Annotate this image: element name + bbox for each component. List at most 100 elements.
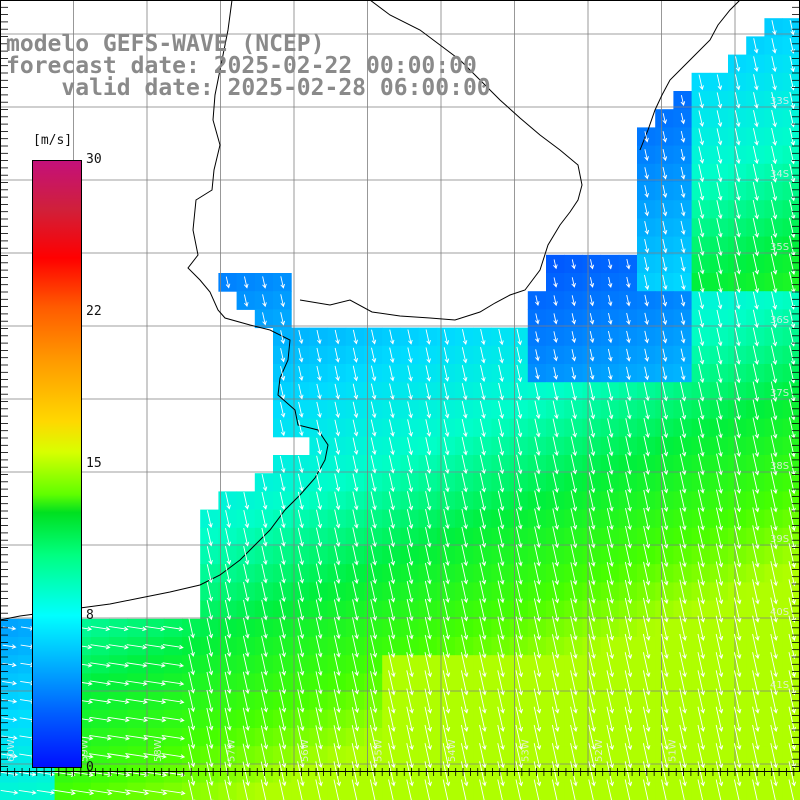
wind-arrow <box>479 761 487 787</box>
wind-arrow <box>570 526 578 549</box>
wind-arrow <box>534 400 541 420</box>
wind-arrow <box>515 706 523 732</box>
wind-arrow <box>625 400 632 420</box>
wind-arrow <box>788 743 796 769</box>
wind-arrow <box>697 507 705 531</box>
wind-arrow <box>89 735 112 741</box>
wind-arrow <box>352 347 359 363</box>
wind-arrow <box>406 743 414 769</box>
wind-arrow <box>479 400 486 419</box>
longitude-label: 55W <box>374 739 385 762</box>
wind-arrow <box>625 418 632 439</box>
wind-arrow <box>443 401 450 419</box>
wind-arrow <box>789 38 795 54</box>
wind-arrow <box>552 418 559 438</box>
wind-arrow <box>606 490 614 512</box>
wind-arrow <box>315 743 323 769</box>
wind-arrow <box>680 130 686 143</box>
wind-arrow <box>679 561 687 586</box>
wind-arrow <box>461 526 468 548</box>
wind-arrow <box>643 507 651 531</box>
wind-arrow <box>551 652 560 678</box>
wind-arrow <box>752 199 759 220</box>
wind-arrow <box>333 635 341 658</box>
wind-arrow <box>570 400 577 420</box>
wind-arrow <box>644 221 650 235</box>
wind-arrow <box>570 634 578 659</box>
wind-arrow <box>243 527 250 547</box>
wind-arrow <box>388 743 396 769</box>
wind-arrow <box>607 259 613 270</box>
wind-arrow <box>261 581 268 603</box>
wind-arrow <box>679 615 687 641</box>
wind-arrow <box>443 473 450 493</box>
wind-arrow <box>480 365 486 383</box>
wind-arrow <box>770 507 778 531</box>
wind-arrow <box>162 662 185 668</box>
wind-arrow <box>388 581 396 603</box>
wind-arrow <box>734 271 741 294</box>
wind-arrow <box>333 761 341 787</box>
wind-arrow <box>188 743 196 768</box>
wind-arrow <box>734 309 741 329</box>
wind-arrow <box>279 689 287 713</box>
wind-arrow <box>316 401 322 419</box>
wind-arrow <box>389 329 395 345</box>
longitude-label: 53W <box>521 739 532 762</box>
wind-arrow <box>279 617 286 639</box>
wind-arrow <box>352 473 359 492</box>
wind-arrow <box>733 688 742 714</box>
wind-arrow <box>370 671 378 695</box>
wind-arrow <box>424 580 432 603</box>
wind-arrow <box>534 382 541 401</box>
wind-arrow <box>715 724 724 751</box>
wind-arrow <box>406 634 414 659</box>
wind-arrow <box>279 635 286 658</box>
wind-arrow <box>425 419 432 438</box>
wind-arrow <box>443 365 450 382</box>
wind-arrow <box>661 670 669 696</box>
wind-arrow <box>2 626 17 631</box>
wind-arrow <box>424 743 432 769</box>
wind-arrow <box>125 698 148 705</box>
wind-arrow <box>716 128 723 146</box>
wind-arrow <box>1 753 18 759</box>
latitude-label: 33S <box>770 96 789 107</box>
wind-arrow <box>242 725 250 750</box>
wind-arrow <box>752 525 760 550</box>
latitude-label: 35S <box>770 242 789 253</box>
wind-arrow <box>316 473 322 492</box>
wind-arrow <box>679 652 687 678</box>
wind-arrow <box>442 634 450 659</box>
wind-arrow <box>406 724 414 751</box>
wind-arrow <box>571 277 576 288</box>
wind-arrow <box>479 724 487 751</box>
wind-arrow <box>425 329 431 345</box>
wind-arrow <box>661 743 669 769</box>
wind-arrow <box>606 526 614 549</box>
wind-arrow <box>789 55 795 73</box>
wind-arrow <box>389 365 395 382</box>
wind-arrow <box>771 181 778 202</box>
wind-arrow <box>533 616 542 641</box>
wind-arrow <box>498 400 504 419</box>
wind-arrow <box>606 743 614 769</box>
wind-arrow <box>734 435 741 458</box>
wind-arrow <box>0 789 19 795</box>
wind-arrow <box>733 706 742 732</box>
wind-arrow <box>279 581 286 603</box>
wind-arrow <box>406 563 414 585</box>
wind-arrow <box>770 706 778 732</box>
wind-arrow <box>625 436 632 457</box>
wind-arrow <box>424 634 432 659</box>
wind-arrow <box>297 671 305 695</box>
wind-arrow <box>107 753 131 759</box>
wind-arrow <box>460 688 469 714</box>
wind-arrow <box>698 417 705 439</box>
wind-arrow <box>679 670 687 696</box>
wind-arrow <box>260 689 268 713</box>
wind-arrow <box>497 454 505 475</box>
wind-arrow <box>424 706 432 732</box>
wind-arrow <box>206 653 214 676</box>
wind-arrow <box>388 527 395 548</box>
